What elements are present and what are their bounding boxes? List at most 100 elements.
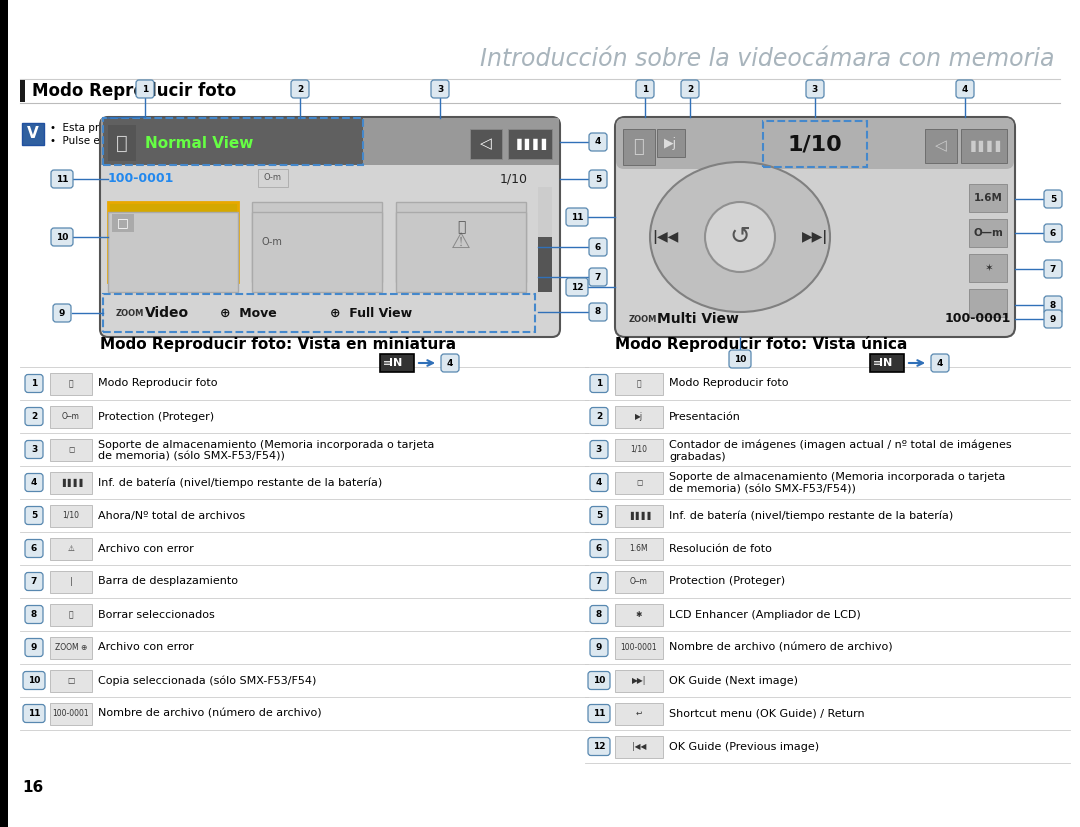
Text: ◻: ◻ (68, 445, 75, 454)
Text: 4: 4 (962, 84, 968, 93)
Text: 100-0001: 100-0001 (53, 709, 90, 718)
Text: 5: 5 (31, 511, 37, 520)
Text: 1/10: 1/10 (63, 511, 80, 520)
FancyBboxPatch shape (1044, 296, 1062, 314)
Text: ↺: ↺ (729, 225, 751, 249)
Text: 1.6M: 1.6M (630, 544, 648, 553)
Bar (969, 219, 1007, 247)
FancyBboxPatch shape (441, 354, 459, 372)
Bar (969, 184, 1007, 212)
Text: de memoria) (sólo SMX-F53/F54)): de memoria) (sólo SMX-F53/F54)) (98, 452, 285, 461)
Text: 11: 11 (56, 174, 68, 184)
Text: 16: 16 (22, 780, 43, 795)
Text: Nombre de archivo (número de archivo): Nombre de archivo (número de archivo) (98, 709, 322, 719)
Text: Modo Reproducir foto: Vista única: Modo Reproducir foto: Vista única (615, 336, 907, 352)
Text: 3: 3 (596, 445, 603, 454)
Text: ◁: ◁ (481, 136, 491, 151)
Text: MODE: MODE (114, 136, 150, 146)
FancyBboxPatch shape (25, 638, 43, 657)
Bar (50, 637, 92, 658)
Text: Archivo con error: Archivo con error (98, 543, 193, 553)
Text: Video: Video (145, 306, 189, 320)
FancyBboxPatch shape (25, 572, 43, 590)
FancyBboxPatch shape (589, 268, 607, 286)
Text: 9: 9 (31, 643, 37, 652)
Bar (50, 438, 92, 461)
Text: Modo Reproducir foto: Vista en miniatura: Modo Reproducir foto: Vista en miniatura (100, 337, 456, 352)
Text: Protection (Proteger): Protection (Proteger) (98, 412, 214, 422)
Bar (961, 129, 1007, 163)
Text: Modo Reproducir foto: Modo Reproducir foto (32, 82, 237, 100)
FancyBboxPatch shape (51, 228, 73, 246)
Bar (112, 214, 134, 232)
FancyBboxPatch shape (590, 375, 608, 393)
Bar (108, 202, 238, 282)
FancyBboxPatch shape (53, 304, 71, 322)
Text: 2: 2 (31, 412, 37, 421)
FancyBboxPatch shape (590, 408, 608, 426)
FancyBboxPatch shape (1044, 310, 1062, 328)
Text: ▐▐▐▐: ▐▐▐▐ (59, 478, 83, 487)
Text: 100-0001: 100-0001 (621, 643, 658, 652)
FancyBboxPatch shape (729, 350, 751, 368)
Text: 100-0001: 100-0001 (945, 313, 1011, 326)
Text: V: V (27, 127, 39, 141)
Text: 8: 8 (596, 610, 603, 619)
Text: 🖼: 🖼 (117, 133, 127, 152)
Text: 9: 9 (58, 308, 65, 318)
Bar (380, 354, 414, 372)
Bar (470, 129, 502, 159)
Bar (0, 0, 8, 827)
FancyBboxPatch shape (100, 117, 561, 337)
Bar (969, 254, 1007, 282)
Bar (615, 702, 663, 724)
FancyBboxPatch shape (589, 133, 607, 151)
Text: 4: 4 (595, 137, 602, 146)
Bar (508, 129, 552, 159)
Text: 8: 8 (1050, 300, 1056, 309)
Text: O-m: O-m (262, 237, 283, 247)
Bar (252, 212, 382, 292)
FancyBboxPatch shape (25, 605, 43, 624)
Circle shape (705, 202, 775, 272)
Text: 4: 4 (31, 478, 37, 487)
Bar (396, 202, 526, 282)
Text: 7: 7 (31, 577, 37, 586)
Text: |: | (70, 577, 72, 586)
Text: |◀◀: |◀◀ (652, 230, 678, 244)
FancyBboxPatch shape (590, 474, 608, 491)
Text: 100-0001: 100-0001 (108, 173, 174, 185)
Text: ▶▶|: ▶▶| (632, 676, 646, 685)
Text: 10: 10 (593, 676, 605, 685)
Text: ▐▐▐▐: ▐▐▐▐ (513, 138, 546, 150)
Bar (615, 538, 663, 560)
FancyBboxPatch shape (566, 208, 588, 226)
Bar (258, 169, 288, 187)
Text: O—m: O—m (973, 228, 1003, 238)
Text: 12: 12 (593, 742, 605, 751)
FancyBboxPatch shape (103, 294, 535, 332)
Text: 4: 4 (936, 358, 943, 367)
Bar (615, 405, 663, 428)
Text: de memoria) (sólo SMX-F53/F54)): de memoria) (sólo SMX-F53/F54)) (669, 485, 855, 495)
Bar (50, 702, 92, 724)
Text: 6: 6 (595, 242, 602, 251)
Bar (50, 471, 92, 494)
Text: Borrar seleccionados: Borrar seleccionados (98, 609, 215, 619)
Text: Archivo con error: Archivo con error (98, 643, 193, 653)
Text: Copia seleccionada (sólo SMX-F53/F54): Copia seleccionada (sólo SMX-F53/F54) (98, 676, 316, 686)
Text: 3: 3 (31, 445, 37, 454)
FancyBboxPatch shape (25, 506, 43, 524)
FancyBboxPatch shape (589, 238, 607, 256)
FancyBboxPatch shape (589, 170, 607, 188)
Text: 4: 4 (596, 478, 603, 487)
Bar (108, 125, 136, 161)
Text: 6: 6 (1050, 228, 1056, 237)
Bar (870, 354, 904, 372)
FancyBboxPatch shape (25, 408, 43, 426)
Text: Resolución de foto: Resolución de foto (669, 543, 772, 553)
Text: ↩: ↩ (636, 709, 643, 718)
Text: ▐▐▐▐: ▐▐▐▐ (967, 141, 1001, 151)
Text: grabadas): grabadas) (669, 452, 726, 461)
Text: ZOOM ⊕: ZOOM ⊕ (55, 643, 87, 652)
